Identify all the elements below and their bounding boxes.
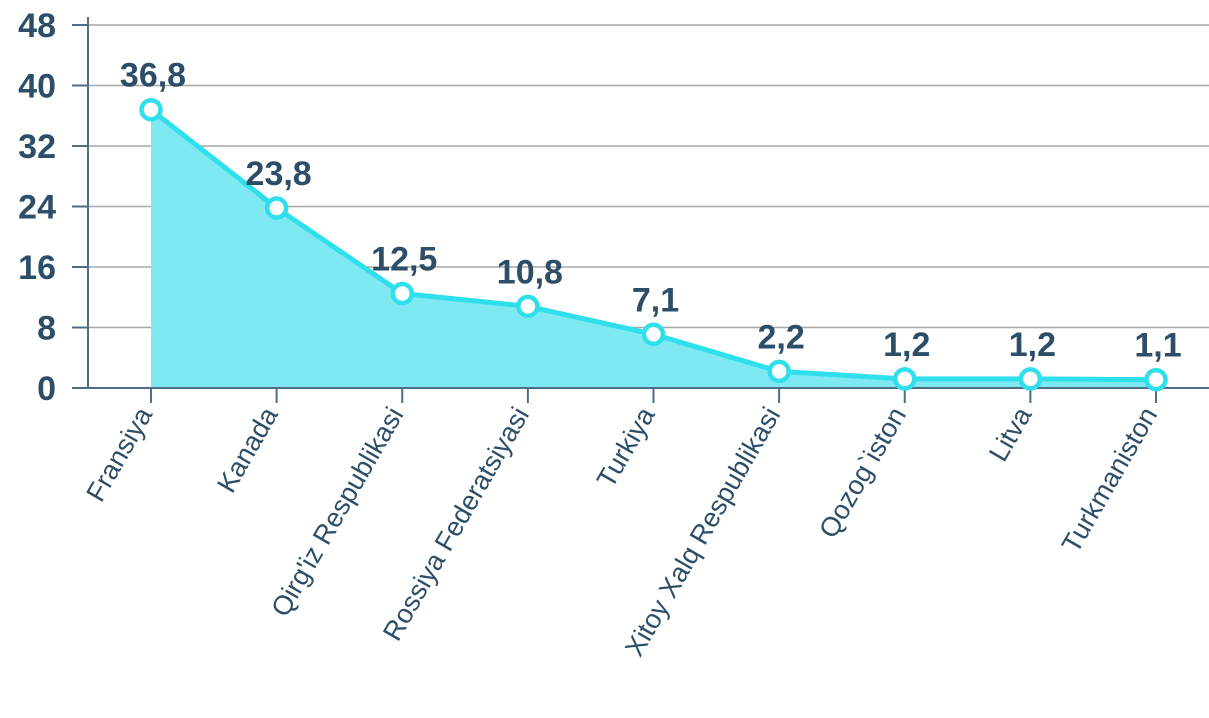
data-label: 1,1 xyxy=(1134,327,1181,365)
data-label: 2,2 xyxy=(757,318,804,356)
data-label: 7,1 xyxy=(632,281,679,319)
axes xyxy=(72,17,1209,403)
y-tick-label: 8 xyxy=(37,310,56,348)
x-tick-label: Kanada xyxy=(211,401,284,497)
y-tick-label: 24 xyxy=(18,189,56,227)
data-point-marker xyxy=(767,359,791,384)
data-point-marker xyxy=(264,196,289,220)
x-tick-label: Qozog`iston xyxy=(813,402,912,543)
y-tick-label: 32 xyxy=(18,128,56,166)
x-tick-label: Rossiya Federatsiyasi xyxy=(377,402,535,646)
area-fill xyxy=(151,109,1156,388)
data-point-marker xyxy=(1018,367,1043,391)
data-labels: 36,8 23,8 12,5 10,8 7,1 2,2 1,2 1,2 1,1 xyxy=(120,57,1182,365)
x-tick-label: Qirg'iz Respublikasi xyxy=(265,402,409,622)
y-tick-label: 40 xyxy=(18,68,56,106)
data-points xyxy=(139,97,1168,392)
x-tick-label: Fransiya xyxy=(80,401,158,507)
area-fill-path xyxy=(151,109,1156,388)
data-point-marker xyxy=(641,322,666,347)
data-point-marker xyxy=(516,294,540,319)
y-tick-label: 0 xyxy=(37,370,56,408)
x-tick-label: Turkmaniston xyxy=(1056,402,1163,558)
data-point-marker xyxy=(390,281,414,306)
y-axis-tick-labels: 0 8 16 24 32 40 48 xyxy=(18,7,56,408)
x-tick-label: Litva xyxy=(983,401,1038,466)
data-label: 36,8 xyxy=(120,57,186,95)
data-point-marker xyxy=(139,97,163,122)
data-point-marker xyxy=(1144,367,1168,392)
y-tick-label: 16 xyxy=(18,249,56,287)
data-point-marker xyxy=(893,367,917,391)
data-label: 1,2 xyxy=(883,326,930,364)
data-label: 23,8 xyxy=(246,155,312,193)
data-label: 1,2 xyxy=(1009,326,1056,364)
data-label: 12,5 xyxy=(371,240,437,278)
data-label: 10,8 xyxy=(497,253,563,291)
y-tick-label: 48 xyxy=(18,7,56,45)
x-tick-label: Turkiya xyxy=(591,401,661,493)
